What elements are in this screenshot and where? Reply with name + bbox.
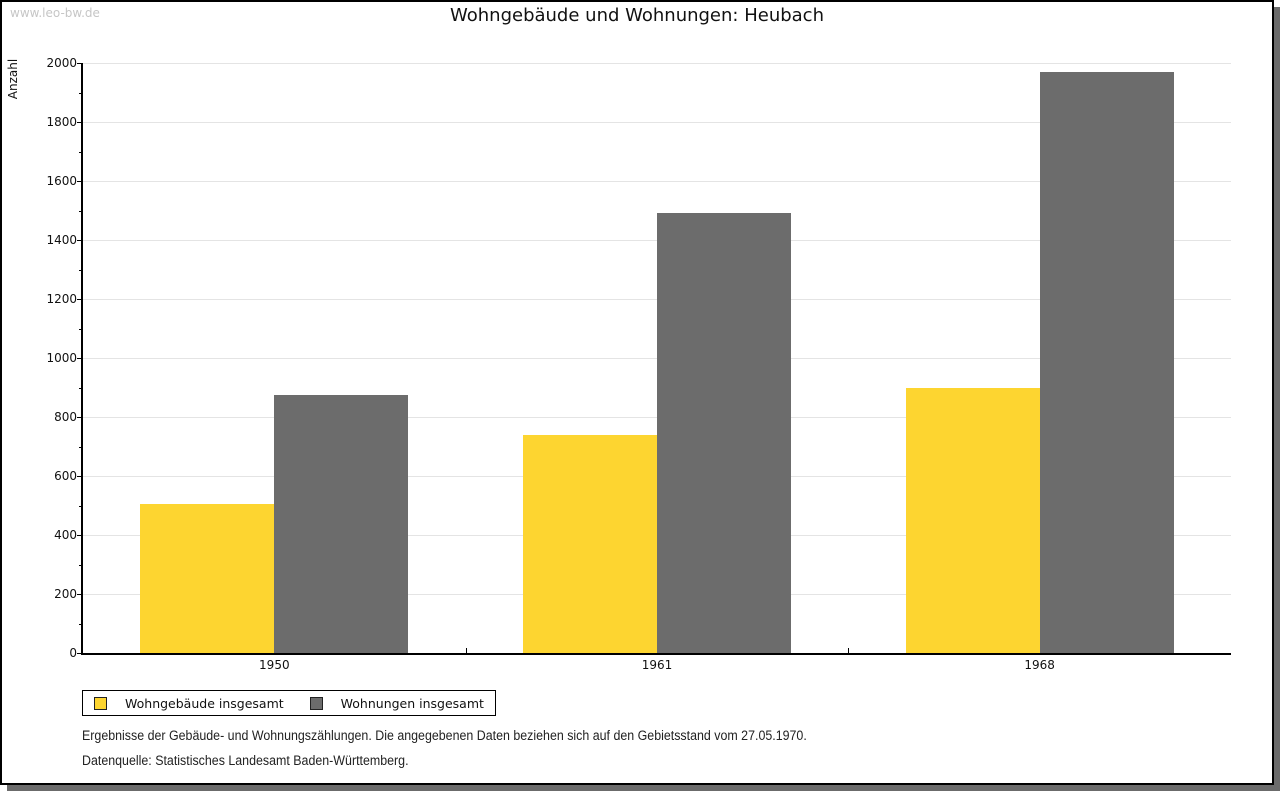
y-tick bbox=[79, 387, 82, 389]
x-tick-label: 1968 bbox=[1024, 658, 1055, 672]
y-tick bbox=[77, 122, 82, 123]
gridline bbox=[83, 63, 1231, 64]
y-tick bbox=[77, 653, 82, 654]
footnote-line-2: Datenquelle: Statistisches Landesamt Bad… bbox=[82, 753, 409, 768]
x-tick-label: 1950 bbox=[259, 658, 290, 672]
category-separator-tick bbox=[848, 648, 850, 653]
y-tick bbox=[77, 417, 82, 418]
y-tick-label: 1200 bbox=[46, 292, 77, 306]
legend-label-wohngebaeude: Wohngebäude insgesamt bbox=[125, 695, 284, 711]
gridline bbox=[83, 181, 1231, 182]
y-tick-label: 1400 bbox=[46, 233, 77, 247]
y-tick bbox=[79, 505, 82, 507]
y-tick bbox=[79, 269, 82, 271]
y-tick-label: 0 bbox=[69, 646, 77, 660]
y-tick-label: 200 bbox=[54, 587, 77, 601]
y-tick-label: 1600 bbox=[46, 174, 77, 188]
gridline bbox=[83, 122, 1231, 123]
bar-1961-wohnungen bbox=[657, 213, 791, 653]
legend: Wohngebäude insgesamt Wohnungen insgesam… bbox=[82, 690, 496, 716]
y-tick-label: 2000 bbox=[46, 56, 77, 70]
y-tick bbox=[79, 151, 82, 153]
y-tick-label: 600 bbox=[54, 469, 77, 483]
legend-swatch-wohnungen-icon bbox=[309, 696, 323, 710]
y-tick-label: 1800 bbox=[46, 115, 77, 129]
y-tick-label: 800 bbox=[54, 410, 77, 424]
plot-area bbox=[81, 63, 1231, 655]
y-tick bbox=[77, 299, 82, 300]
y-tick bbox=[77, 240, 82, 241]
bar-1968-wohngebaeude bbox=[905, 387, 1040, 653]
bar-1961-wohngebaeude bbox=[523, 434, 657, 653]
y-tick bbox=[77, 535, 82, 536]
x-tick-label: 1961 bbox=[641, 658, 673, 672]
watermark-url: www.leo-bw.de bbox=[10, 6, 100, 20]
y-tick bbox=[77, 358, 82, 359]
y-tick-label: 400 bbox=[54, 528, 77, 542]
footnote-line-1: Ergebnisse der Gebäude- und Wohnungszähl… bbox=[82, 728, 807, 743]
y-tick-label: 1000 bbox=[46, 351, 77, 365]
bar-1950-wohnungen bbox=[274, 394, 409, 653]
legend-item-wohngebaeude: Wohngebäude insgesamt bbox=[94, 696, 284, 711]
bar-1950-wohngebaeude bbox=[140, 504, 275, 653]
y-tick bbox=[77, 476, 82, 477]
y-tick bbox=[79, 210, 82, 212]
y-tick bbox=[79, 92, 82, 94]
y-tick bbox=[79, 328, 82, 330]
bar-1968-wohnungen bbox=[1039, 71, 1174, 653]
legend-label-wohnungen: Wohnungen insgesamt bbox=[340, 695, 484, 711]
y-tick bbox=[79, 623, 82, 625]
chart-title: Wohngebäude und Wohnungen: Heubach bbox=[450, 5, 824, 26]
y-tick bbox=[77, 63, 82, 64]
legend-item-wohnungen: Wohnungen insgesamt bbox=[309, 695, 484, 711]
y-tick bbox=[77, 594, 82, 595]
category-separator-tick bbox=[465, 648, 467, 653]
y-tick bbox=[77, 181, 82, 182]
y-tick bbox=[79, 564, 82, 566]
y-tick bbox=[79, 446, 82, 448]
legend-swatch-wohngebaeude-icon bbox=[94, 696, 107, 710]
